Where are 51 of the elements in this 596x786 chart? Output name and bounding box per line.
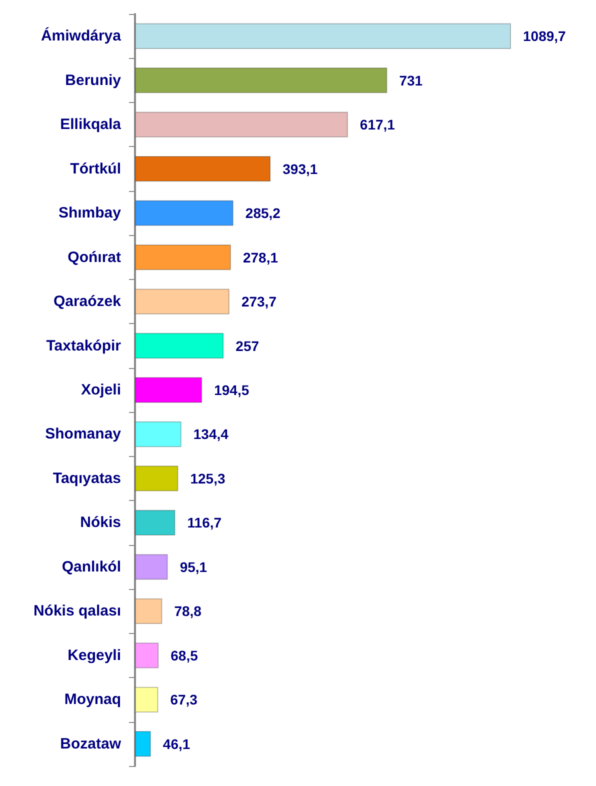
bar: [135, 200, 234, 226]
data-label: 68,5: [170, 647, 198, 664]
data-label: 194,5: [214, 382, 250, 398]
y-tick-label: Tórtkúl: [70, 160, 121, 178]
y-tick-label: Nókis: [80, 514, 121, 532]
y-tick-label: Kegeyli: [68, 646, 121, 664]
y-tick-label: Qaraózek: [53, 293, 122, 310]
y-tick-label: Ámiwdárya: [40, 26, 122, 45]
bar: [135, 554, 168, 580]
bar: [135, 686, 158, 712]
data-label: 134,4: [193, 426, 229, 442]
data-label: 278,1: [242, 249, 278, 266]
data-label: 273,7: [241, 294, 277, 310]
y-tick-label: Moynaq: [64, 691, 121, 708]
y-tick-label: Nókis qalası: [33, 602, 121, 620]
data-label: 617,1: [360, 116, 396, 133]
bar: [135, 23, 511, 49]
y-tick-label: Taxtakópir: [46, 337, 122, 354]
y-tick-label: Ellikqala: [60, 116, 122, 134]
bar: [135, 112, 348, 138]
bar: [135, 510, 176, 536]
bar: [135, 244, 231, 270]
data-label: 67,3: [170, 692, 198, 708]
data-label: 285,2: [245, 205, 281, 222]
data-label: 125,3: [190, 470, 226, 486]
bar: [135, 68, 388, 94]
bar: [135, 466, 178, 492]
data-label: 257: [236, 338, 260, 354]
bar: [135, 731, 151, 757]
data-label: 78,8: [174, 603, 202, 620]
bar: [135, 421, 182, 448]
data-label: 731: [399, 72, 423, 88]
data-label: 393,1: [282, 160, 318, 177]
bar: [135, 642, 159, 668]
bar: [135, 156, 271, 182]
y-tick-label: Shomanay: [45, 426, 122, 443]
bar: [135, 288, 230, 314]
y-tick-label: Xojeli: [80, 382, 121, 398]
y-tick-label: Qońırat: [68, 248, 121, 266]
data-label: 1089,7: [523, 28, 566, 44]
y-tick-label: Qanlıkól: [62, 558, 121, 576]
y-tick-label: Taqıyatas: [52, 470, 121, 487]
data-label: 46,1: [162, 736, 190, 752]
bar: [135, 377, 202, 403]
y-tick-label: Bozataw: [60, 735, 122, 752]
y-tick-label: Shımbay: [58, 204, 122, 222]
y-tick-label: Beruniy: [65, 72, 122, 89]
data-label: 95,1: [180, 558, 208, 575]
data-label: 116,7: [187, 514, 222, 531]
bar: [135, 332, 224, 359]
bar: [135, 598, 162, 624]
